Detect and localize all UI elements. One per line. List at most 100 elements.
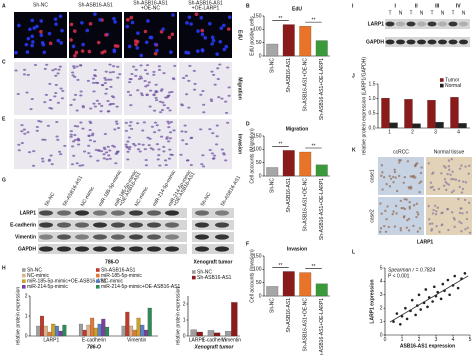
cell [114,162,118,165]
bar [435,122,444,129]
stain [382,176,386,179]
stain [460,191,464,194]
cell [215,143,219,146]
bar [315,164,328,177]
nucleus [169,50,173,55]
cell [168,131,173,134]
cell [73,133,77,136]
stain [452,177,455,181]
nucleus [112,16,116,21]
nucleus [32,26,37,30]
cell [72,154,76,157]
blot-strip [192,208,234,218]
band [111,246,125,252]
cell [97,149,101,152]
y-tick-label: 150 [253,133,262,139]
cell [111,70,115,73]
legend-label: miR-185-5p-mimic+OE-ASB16-AS1 [27,279,107,285]
legend-swatch [440,83,444,88]
cell [108,63,112,66]
cell [172,129,176,132]
band [39,222,53,228]
cell [45,63,49,66]
point [446,278,450,282]
y-tick-label: 1 [183,317,186,323]
x-tick-label: E-cadherin [82,337,106,343]
cell [138,75,143,78]
cell [138,150,142,153]
nucleus [125,24,130,29]
cell [145,64,150,67]
nucleus [24,42,29,47]
cell [104,78,108,81]
nucleus [194,12,199,16]
cell [69,103,73,106]
nucleus [130,20,135,25]
nucleus [59,41,64,45]
stage-label: III [435,3,440,9]
nucleus [71,44,76,49]
cell [124,129,129,132]
stain [409,175,413,178]
stain [459,207,462,210]
point [399,322,402,326]
x-tick-label: Sh-ASB16-AS1 [286,178,292,213]
cell [103,82,107,85]
cell [44,93,48,96]
stage-label: I [395,3,397,9]
x-tick-label: 2 [418,337,421,343]
cell [43,138,47,141]
cell [202,111,206,114]
band [75,246,89,252]
stain [380,212,383,215]
stain [460,221,463,225]
cell [208,128,212,131]
cell [130,72,134,75]
stain [392,180,395,184]
cell [147,144,151,147]
stain [429,181,433,184]
cell [70,163,75,166]
stain [427,204,430,208]
cell [22,128,26,131]
cell [108,149,112,152]
nucleus [146,19,150,23]
point [456,286,460,290]
nucleus [96,40,101,45]
legend-swatch [192,275,196,280]
x-tick-label: Sh-ASB16-AS1+OE-LARP1 [319,298,325,355]
cell [71,140,76,143]
nucleus [87,49,92,54]
stain [460,230,463,233]
cell [160,88,164,91]
stain [429,186,433,189]
stain [435,209,438,213]
nucleus [28,27,32,32]
band [75,210,89,216]
panel-label: K [352,147,356,153]
stain [384,209,387,213]
bar [299,26,312,57]
x-tick-label: 5 [469,337,472,343]
stain [403,197,406,201]
stain [458,185,461,189]
stain [465,217,469,221]
cell [139,64,143,67]
cell [109,85,113,88]
legend-swatch [96,268,100,272]
cell [26,131,30,134]
band [406,21,416,27]
cell [115,105,119,108]
stain [379,202,382,205]
legend-label: miR-214-5p-mimic+OE-ASB16-AS1 [101,284,181,290]
x-tick-label: Sh-NC [270,178,276,193]
band [147,234,161,240]
nucleus [199,16,204,20]
stain [393,170,397,174]
band [57,222,71,228]
cell [146,84,150,87]
cell [132,142,136,145]
band [93,234,107,240]
cell [20,142,24,145]
band [57,246,71,252]
